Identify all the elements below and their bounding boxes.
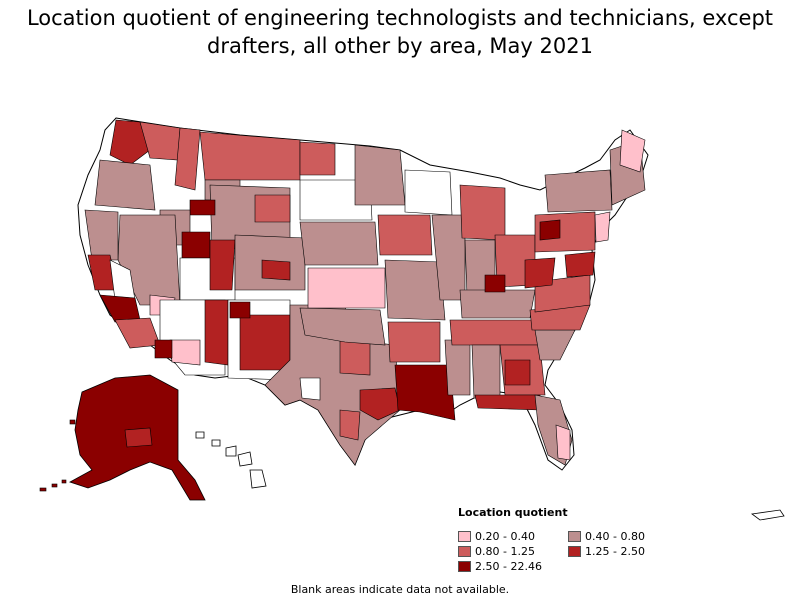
region-utah-north <box>181 231 211 259</box>
legend-item-0-80-1-25: 0.80 - 1.25 <box>458 545 535 558</box>
region-iowa <box>377 214 433 256</box>
hawaii <box>195 431 267 489</box>
region-michigan <box>459 184 506 241</box>
region-new-jersey <box>594 211 611 243</box>
legend-title: Location quotient <box>458 506 568 519</box>
region-kentucky <box>459 289 536 319</box>
region-texas-west <box>299 377 321 401</box>
region-kentucky-dark <box>484 274 506 293</box>
map-title: Location quotient of engineering technol… <box>0 4 800 60</box>
alaska-anchorage <box>124 427 153 448</box>
region-georgia-south <box>504 359 531 386</box>
legend-item-0-40-0-80: 0.40 - 0.80 <box>568 530 645 543</box>
region-california-south <box>99 294 141 323</box>
region-minnesota <box>354 144 406 206</box>
legend-item-2-50-22-46: 2.50 - 22.46 <box>458 560 542 573</box>
region-texas-coast <box>339 409 361 441</box>
region-oregon <box>94 159 156 211</box>
region-mississippi <box>444 339 471 396</box>
region-oklahoma <box>299 307 386 346</box>
region-maine <box>619 129 646 173</box>
region-maryland <box>564 251 596 278</box>
region-florida-east <box>555 424 571 461</box>
region-texas-houston <box>359 387 401 421</box>
region-tennessee <box>449 319 541 346</box>
region-idaho-north <box>174 127 201 191</box>
legend-swatch <box>458 561 471 572</box>
region-california-north <box>84 209 119 261</box>
map-legend: Location quotient 0.20 - 0.40 0.40 - 0.8… <box>456 506 686 576</box>
map-title-line-2: drafters, all other by area, May 2021 <box>207 34 593 58</box>
region-wisconsin <box>404 169 453 216</box>
region-texas-ne <box>339 339 371 376</box>
map-regions <box>84 119 646 466</box>
puerto-rico <box>750 509 785 521</box>
region-south-carolina <box>534 329 576 361</box>
aleutian-islands <box>39 419 76 492</box>
legend-item-1-25-2-50: 1.25 - 2.50 <box>568 545 645 558</box>
footnote: Blank areas indicate data not available. <box>290 583 510 596</box>
region-pennsylvania-dark <box>539 219 561 241</box>
region-south-dakota <box>299 179 373 221</box>
region-montana <box>199 131 301 181</box>
legend-label: 0.40 - 0.80 <box>585 530 645 543</box>
region-new-mexico-central <box>239 314 291 371</box>
region-louisiana <box>394 364 456 421</box>
region-nebraska <box>299 221 379 266</box>
region-north-dakota <box>299 141 336 176</box>
legend-label: 0.20 - 0.40 <box>475 530 535 543</box>
region-kansas <box>307 267 386 309</box>
region-arizona-yuma <box>154 339 173 359</box>
legend-label: 1.25 - 2.50 <box>585 545 645 558</box>
region-missouri <box>384 259 446 321</box>
legend-swatch <box>458 546 471 557</box>
region-alabama <box>471 344 501 401</box>
region-arkansas <box>387 321 441 363</box>
legend-swatch <box>568 546 581 557</box>
region-florida-panhandle <box>474 394 541 411</box>
region-new-mexico-north <box>229 301 251 319</box>
region-wyoming-east <box>254 194 291 223</box>
legend-swatch <box>568 531 581 542</box>
region-arizona-south <box>169 339 201 366</box>
region-new-york <box>544 169 613 213</box>
legend-swatch <box>458 531 471 542</box>
region-colorado-front <box>261 259 291 281</box>
region-west-virginia <box>524 257 556 289</box>
region-idaho-east <box>189 199 216 216</box>
region-western-washington <box>109 119 151 166</box>
legend-label: 0.80 - 1.25 <box>475 545 535 558</box>
region-arizona-phoenix <box>204 299 229 366</box>
map-title-line-1: Location quotient of engineering technol… <box>26 6 774 30</box>
legend-label: 2.50 - 22.46 <box>475 560 542 573</box>
legend-item-0-20-0-40: 0.20 - 0.40 <box>458 530 535 543</box>
region-utah-central <box>209 239 236 291</box>
